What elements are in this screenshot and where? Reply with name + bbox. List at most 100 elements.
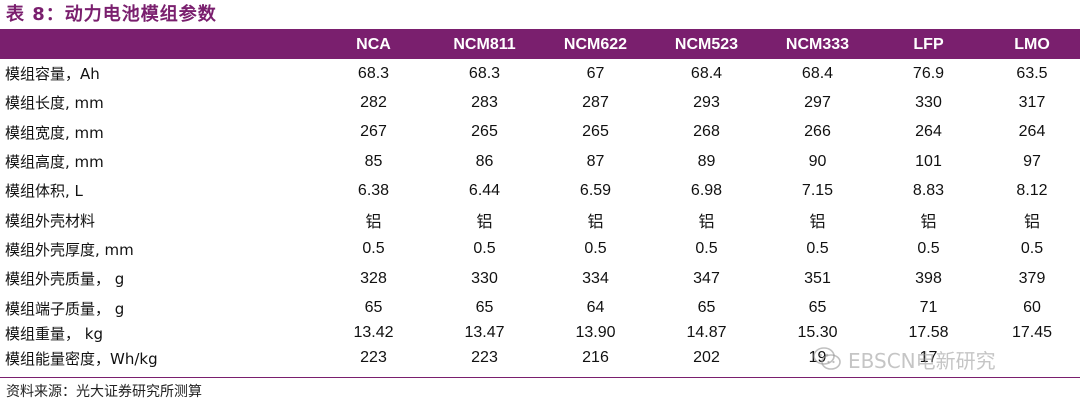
- value-cell: 0.5: [1020, 240, 1044, 258]
- value-cell: 6.59: [579, 181, 612, 199]
- row-label: 模组端子质量， g: [5, 299, 125, 318]
- value-cell: 6.98: [690, 181, 723, 199]
- value-cell: 14.87: [686, 324, 727, 342]
- value-cell: 63.5: [1016, 64, 1048, 82]
- value-cell: 0.5: [473, 240, 496, 258]
- value-cell: 202: [693, 349, 720, 367]
- value-cell: 330: [915, 93, 942, 111]
- table-row: 模组体积, L 6.38 6.44 6.59 6.98 7.15 8.83 8.12: [0, 176, 1080, 205]
- row-label: 模组宽度, mm: [5, 123, 104, 142]
- table-row: 模组宽度, mm 267 265 265 268 266 264 264: [0, 118, 1080, 147]
- value-cell: 铝: [698, 214, 715, 232]
- value-cell: 64: [586, 299, 605, 317]
- value-cell: 293: [693, 93, 720, 111]
- value-cell: 287: [582, 93, 609, 111]
- value-cell: 65: [808, 299, 827, 317]
- value-cell: 265: [582, 123, 609, 141]
- header-cell-lfp: LFP: [913, 36, 944, 53]
- value-cell: 267: [360, 123, 387, 141]
- value-cell: 8.83: [912, 181, 945, 199]
- header-cell-ncm333: NCM333: [785, 36, 850, 53]
- value-cell: 297: [804, 93, 831, 111]
- value-cell: 89: [697, 152, 716, 170]
- value-cell: 282: [360, 93, 387, 111]
- title-divider: [0, 29, 1080, 31]
- wechat-icon: [813, 347, 841, 370]
- value-cell: 90: [808, 152, 827, 170]
- value-cell: 76.9: [912, 64, 945, 82]
- row-label: 模组体积, L: [5, 182, 83, 201]
- value-cell: 铝: [920, 214, 937, 232]
- row-label: 模组能量密度，Wh/kg: [5, 349, 158, 368]
- value-cell: 266: [804, 123, 831, 141]
- value-cell: 283: [471, 93, 498, 111]
- value-cell: 265: [471, 123, 498, 141]
- value-cell: 71: [919, 299, 938, 317]
- watermark: EBSCN电新研究: [812, 342, 996, 376]
- battery-module-table: NCA NCM811 NCM622 NCM523 NCM333 LFP LMO …: [0, 31, 1080, 373]
- value-cell: 17: [919, 349, 938, 367]
- value-cell: 7.15: [801, 181, 834, 199]
- header-cell-ncm811: NCM811: [453, 36, 516, 53]
- value-cell: 317: [1018, 93, 1046, 111]
- row-label: 模组容量，Ah: [5, 65, 100, 84]
- value-cell: 216: [582, 349, 609, 367]
- value-cell: 0.5: [695, 240, 718, 258]
- value-cell: 17.58: [908, 324, 949, 342]
- row-label: 模组外壳厚度, mm: [5, 240, 134, 259]
- value-cell: 264: [1018, 123, 1046, 141]
- row-label: 模组长度, mm: [5, 94, 104, 113]
- value-cell: 264: [915, 123, 942, 141]
- watermark-text: EBSCN电新研究: [848, 348, 996, 373]
- value-cell: 8.12: [1016, 181, 1048, 199]
- table-row: 模组外壳质量， g 328 330 334 347 351 398 379: [0, 264, 1080, 293]
- table-title: 表 8：动力电池模组参数: [6, 4, 217, 25]
- row-label: 模组外壳材料: [5, 211, 96, 230]
- value-cell: 68.4: [801, 64, 834, 82]
- table-row: 模组容量，Ah 68.3 68.3 67 68.4 68.4 76.9 63.5: [0, 59, 1080, 88]
- table-row: 模组高度, mm 85 86 87 89 90 101 97: [0, 147, 1080, 176]
- value-cell: 铝: [1023, 214, 1040, 232]
- table-row: 模组端子质量， g 65 65 64 65 65 71 60: [0, 293, 1080, 322]
- row-label: 模组重量， kg: [5, 324, 103, 343]
- value-cell: 0.5: [362, 240, 385, 258]
- value-cell: 67: [586, 64, 605, 82]
- table-row: 模组长度, mm 282 283 287 293 297 330 317: [0, 88, 1080, 117]
- value-cell: 铝: [365, 214, 382, 232]
- value-cell: 68.3: [468, 64, 501, 82]
- value-cell: 65: [364, 299, 383, 317]
- value-cell: 13.47: [464, 324, 505, 342]
- value-cell: 0.5: [584, 240, 607, 258]
- value-cell: 0.5: [806, 240, 829, 258]
- header-cell-ncm622: NCM622: [563, 36, 628, 53]
- value-cell: 铝: [587, 214, 604, 232]
- value-cell: 379: [1018, 269, 1046, 287]
- table-bottom-divider: [0, 377, 1080, 378]
- header-cell-nca: NCA: [356, 36, 391, 53]
- value-cell: 398: [915, 269, 942, 287]
- value-cell: 65: [697, 299, 716, 317]
- header-cell-label: [0, 31, 318, 59]
- value-cell: 85: [364, 152, 383, 170]
- value-cell: 68.4: [690, 64, 723, 82]
- value-cell: 268: [693, 123, 720, 141]
- header-cell-ncm523: NCM523: [674, 36, 739, 53]
- value-cell: 17.45: [1011, 324, 1053, 342]
- value-cell: 351: [804, 269, 831, 287]
- value-cell: 87: [586, 152, 605, 170]
- table-header-row: NCA NCM811 NCM622 NCM523 NCM333 LFP LMO: [0, 31, 1080, 59]
- value-cell: 6.44: [468, 181, 501, 199]
- value-cell: 223: [360, 349, 387, 367]
- value-cell: 13.90: [575, 324, 616, 342]
- value-cell: 86: [475, 152, 494, 170]
- value-cell: 330: [471, 269, 498, 287]
- value-cell: 6.38: [357, 181, 390, 199]
- value-cell: 334: [582, 269, 609, 287]
- value-cell: 0.5: [917, 240, 940, 258]
- source-note: 资料来源：光大证券研究所测算: [6, 384, 202, 400]
- value-cell: 15.30: [797, 324, 838, 342]
- value-cell: 347: [693, 269, 720, 287]
- value-cell: [984, 344, 1080, 373]
- value-cell: 101: [915, 152, 942, 170]
- row-label: 模组外壳质量， g: [5, 270, 125, 289]
